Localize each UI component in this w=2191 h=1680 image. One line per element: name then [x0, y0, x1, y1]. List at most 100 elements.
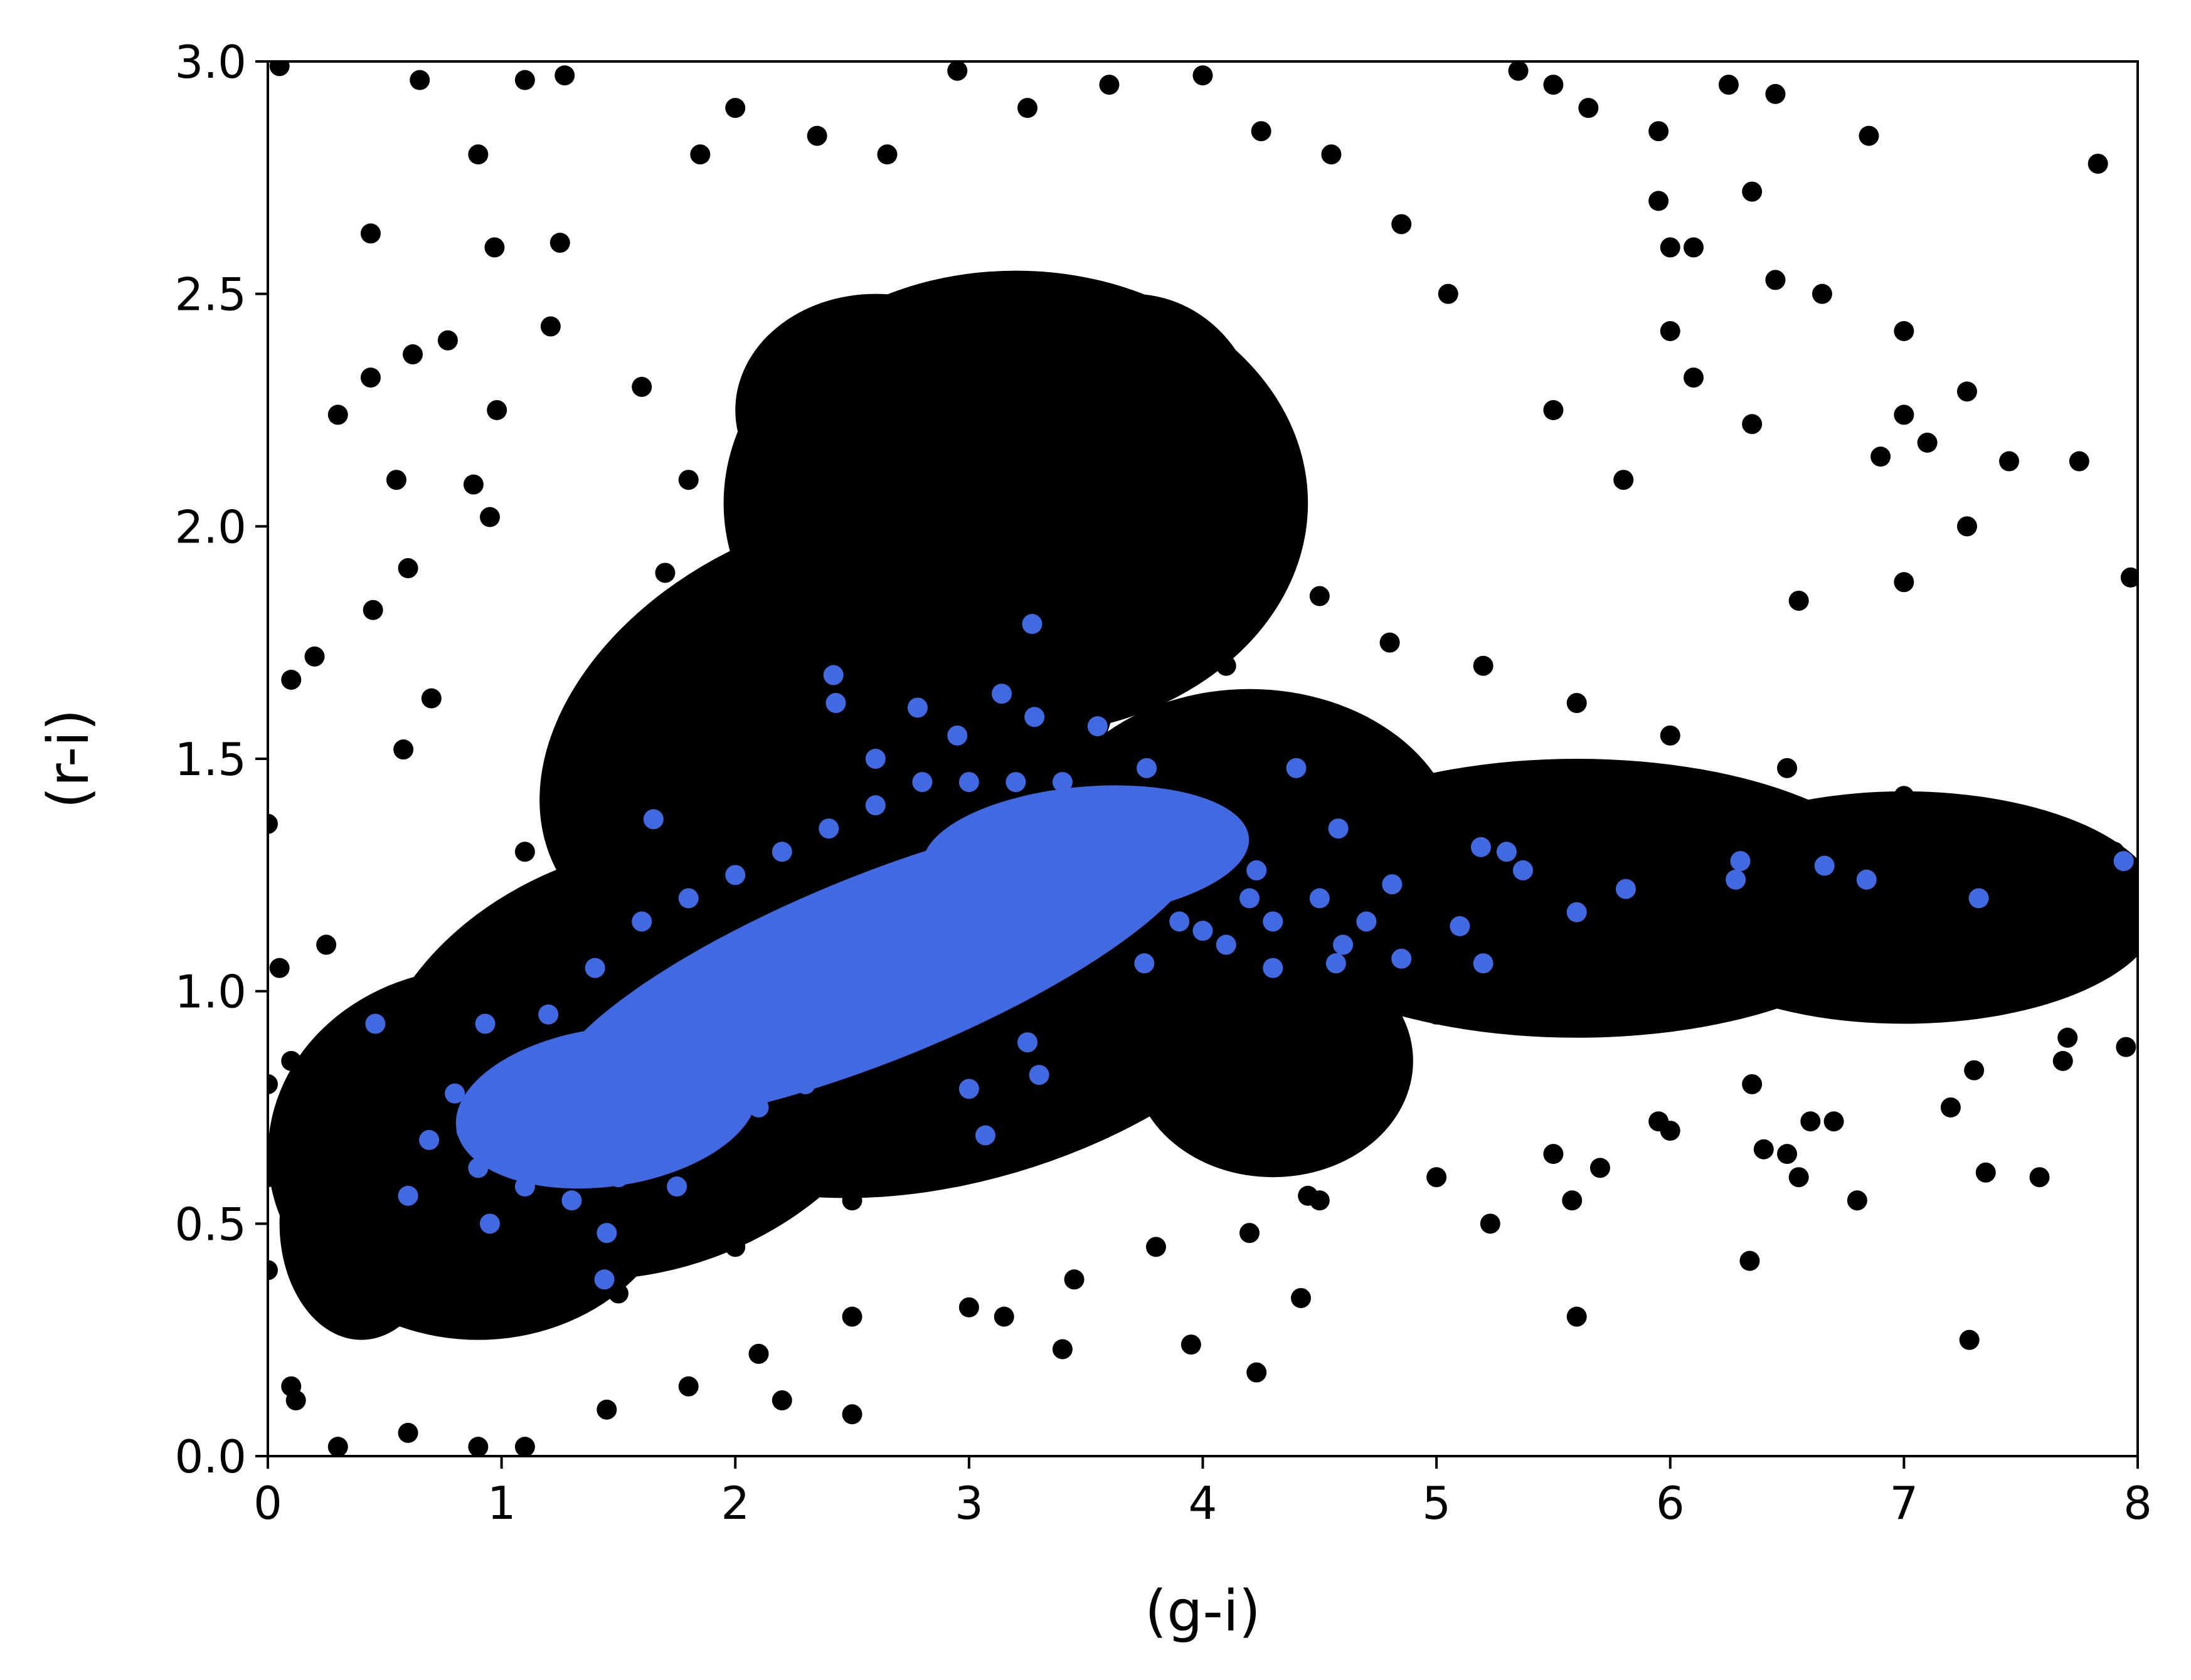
data-point-series-1	[772, 842, 792, 862]
data-point-series-1	[1470, 837, 1491, 857]
data-point-series-0	[772, 1390, 792, 1411]
data-point-series-1	[1473, 953, 1493, 974]
data-point-series-1	[594, 1269, 615, 1290]
data-point-series-0	[398, 1237, 418, 1257]
data-point-series-0	[1742, 414, 1763, 435]
data-point-series-1	[1134, 953, 1155, 974]
data-point-series-1	[1052, 818, 1073, 839]
data-point-series-1	[889, 1027, 910, 1048]
data-point-series-0	[842, 493, 862, 514]
data-point-series-1	[1615, 879, 1636, 899]
data-point-series-1	[1216, 842, 1236, 862]
data-point-series-0	[1566, 1306, 1587, 1327]
data-point-series-0	[437, 330, 458, 351]
data-point-series-0	[268, 1074, 278, 1094]
data-point-series-0	[1637, 911, 1657, 932]
data-point-series-1	[725, 865, 746, 885]
data-point-series-1	[1856, 869, 1877, 890]
data-point-series-0	[725, 609, 746, 630]
data-point-series-1	[1328, 818, 1349, 839]
data-point-series-0	[2069, 451, 2089, 472]
data-point-series-0	[748, 1343, 769, 1364]
data-point-series-0	[269, 61, 290, 77]
data-point-series-0	[1917, 432, 1938, 453]
data-point-series-1	[538, 1144, 559, 1165]
data-point-series-1	[912, 911, 933, 932]
data-point-series-0	[363, 600, 383, 620]
data-point-series-0	[2104, 934, 2125, 955]
data-point-series-0	[935, 632, 956, 653]
data-point-series-0	[1777, 1144, 1798, 1165]
data-point-series-1	[608, 1027, 629, 1048]
y-axis-label: (r-i)	[36, 709, 102, 809]
data-point-series-0	[1940, 1097, 1961, 1117]
data-point-series-1	[912, 772, 933, 793]
data-point-series-0	[1847, 1190, 1867, 1211]
data-point-series-1	[772, 934, 792, 955]
x-tick-label: 0	[253, 1477, 282, 1529]
data-point-series-0	[1426, 1167, 1447, 1188]
data-point-series-1	[1730, 851, 1751, 872]
data-point-series-0	[1956, 381, 1977, 402]
data-point-series-1	[1263, 958, 1283, 978]
data-point-series-1	[475, 1013, 496, 1034]
data-point-series-0	[1648, 1111, 1669, 1132]
data-point-series-0	[1777, 911, 1798, 932]
data-point-series-1	[1333, 934, 1354, 955]
x-tick-label: 5	[1422, 1477, 1451, 1529]
data-point-series-1	[819, 818, 839, 839]
data-point-series-1	[1246, 860, 1267, 880]
plot-area	[268, 61, 2138, 1456]
data-point-series-0	[549, 233, 570, 253]
data-point-series-0	[285, 1390, 306, 1411]
data-point-series-0	[994, 1306, 1014, 1327]
data-point-series-1	[748, 1097, 769, 1117]
data-point-series-0	[1566, 693, 1587, 714]
data-point-series-1	[1192, 865, 1213, 885]
data-point-series-0	[1812, 283, 1832, 304]
data-point-series-0	[2116, 1037, 2136, 1057]
data-point-series-0	[1438, 283, 1458, 304]
data-point-series-1	[819, 958, 839, 978]
data-point-series-0	[1356, 795, 1377, 816]
data-point-series-0	[1917, 865, 1938, 885]
data-point-series-0	[1192, 65, 1213, 86]
x-tick-label: 2	[721, 1477, 750, 1529]
data-point-series-0	[1543, 1144, 1564, 1165]
data-point-series-0	[608, 888, 629, 909]
data-point-series-1	[445, 1083, 465, 1104]
data-point-series-0	[421, 688, 442, 709]
data-point-series-1	[1022, 614, 1042, 635]
data-point-series-1	[982, 981, 1003, 1001]
data-point-series-0	[1660, 320, 1680, 341]
data-point-series-1	[1017, 1032, 1038, 1053]
data-point-series-0	[1391, 214, 1412, 235]
data-point-series-1	[1137, 758, 1157, 778]
data-point-series-0	[2116, 888, 2136, 909]
data-point-series-0	[1707, 934, 1727, 955]
data-point-series-1	[1029, 842, 1049, 862]
data-point-series-1	[958, 772, 979, 793]
data-point-series-0	[316, 934, 337, 955]
data-point-series-0	[1999, 451, 2020, 472]
data-point-series-1	[365, 1013, 386, 1034]
x-tick-label: 7	[1889, 1477, 1918, 1529]
data-point-series-0	[1956, 516, 1977, 537]
data-point-series-0	[554, 65, 575, 86]
data-point-series-0	[1823, 1111, 1844, 1132]
data-point-series-0	[1788, 1167, 1809, 1188]
data-point-series-1	[795, 1074, 816, 1094]
data-point-series-0	[608, 655, 629, 676]
data-point-series-0	[807, 125, 827, 146]
x-axis: 0 1 2 3 4 5 6 7 8	[253, 1456, 2152, 1529]
data-point-series-1	[982, 818, 1003, 839]
data-point-series-1	[947, 725, 968, 746]
data-point-series-0	[1099, 75, 1120, 95]
data-point-series-1	[456, 1121, 477, 1141]
data-point-series-1	[842, 934, 862, 955]
data-point-series-1	[655, 1144, 676, 1165]
data-point-series-0	[1379, 632, 1400, 653]
data-point-series-0	[479, 507, 500, 527]
data-point-series-0	[1473, 655, 1493, 676]
data-point-series-1	[823, 665, 844, 685]
